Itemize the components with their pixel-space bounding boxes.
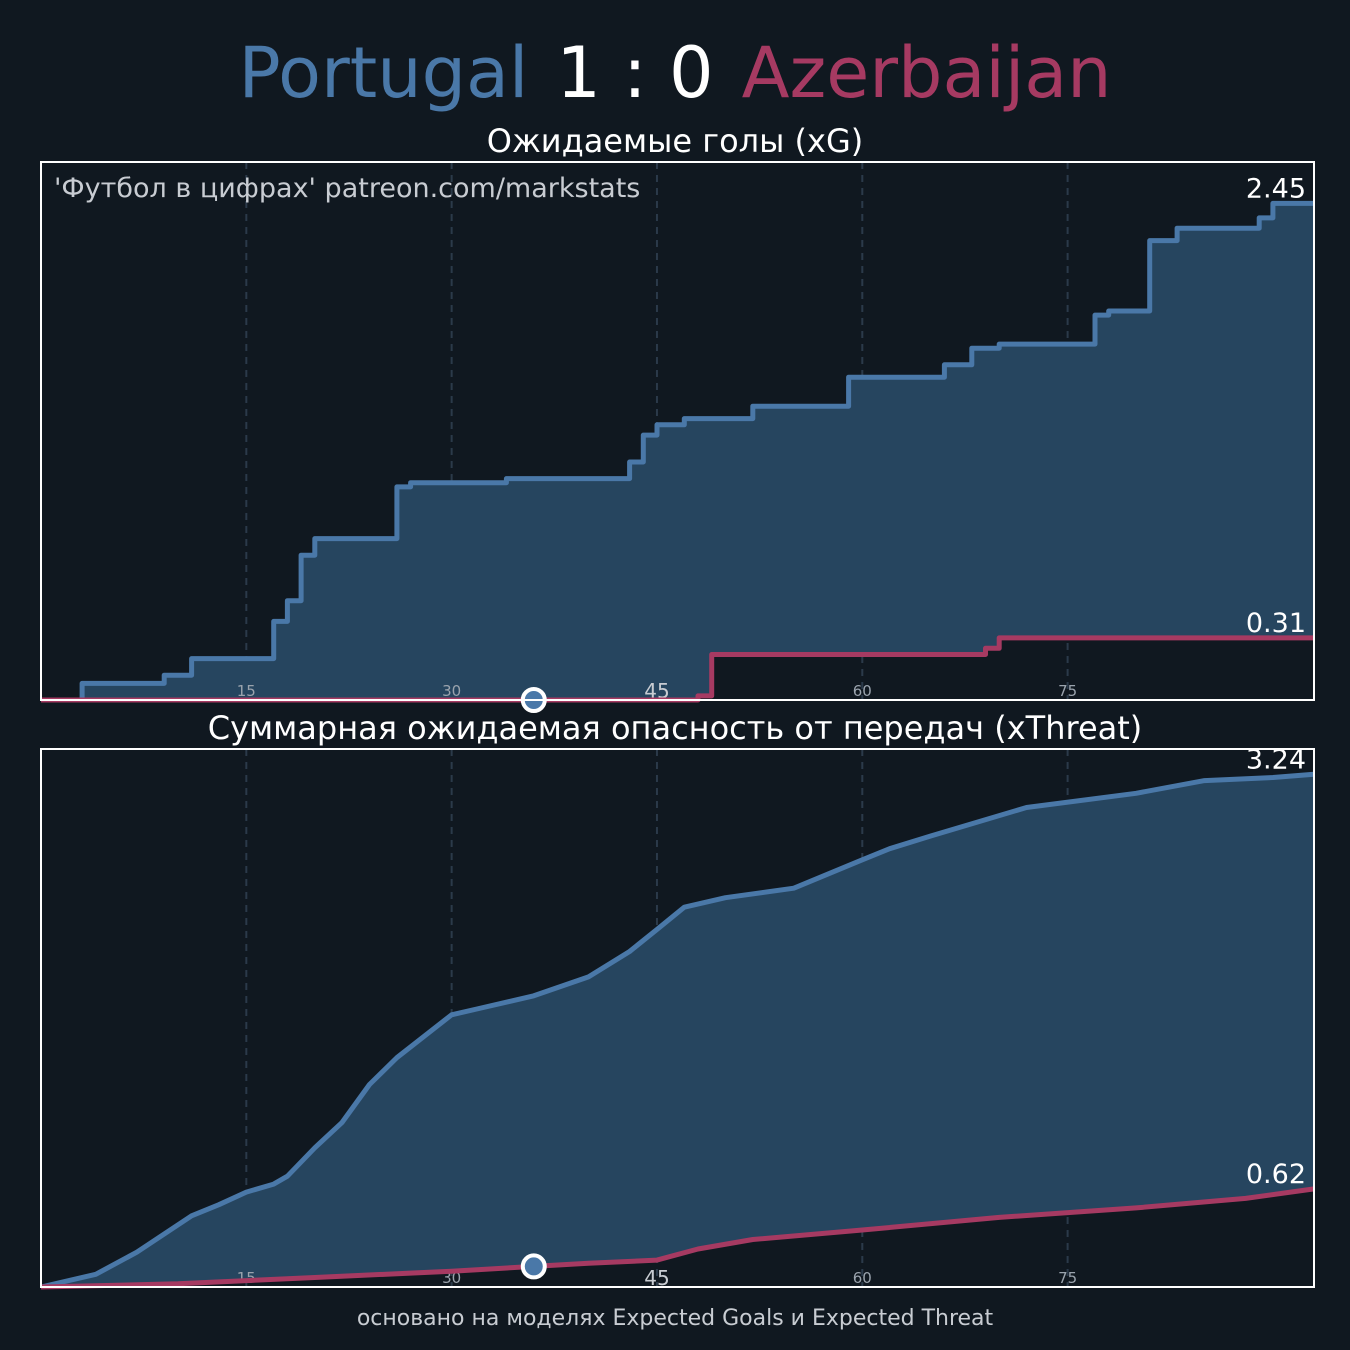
xthreat-away-line <box>40 1186 1315 1290</box>
xg-tick-label: 60 <box>853 682 872 700</box>
xg-tick-label: 15 <box>237 682 256 700</box>
xthreat-tick-label: 60 <box>853 1269 872 1287</box>
xthreat-frame <box>40 748 1315 1288</box>
xthreat-difference-area <box>41 774 1314 1287</box>
match-header: Portugal 1 : 0 Azerbaijan <box>0 28 1350 118</box>
xthreat-tick-label: 75 <box>1058 1269 1077 1287</box>
xg-difference-area <box>41 203 1314 700</box>
xg-tick-label: 30 <box>442 682 461 700</box>
xthreat-end-label: 0.62 <box>1246 1159 1306 1190</box>
xg-chart: 15 30 45 60 752.450.31 <box>40 161 1315 713</box>
xg-end-label: 0.31 <box>1246 608 1306 639</box>
xg-home-line <box>41 200 1314 703</box>
xg-tick-label: 75 <box>1058 682 1077 700</box>
xthreat-chart: 15 30 45 60 753.240.62 <box>40 744 1315 1290</box>
xg-end-label: 2.45 <box>1246 173 1306 204</box>
xthreat-goal-marker <box>520 1253 547 1280</box>
xthreat-chart-title: Суммарная ожидаемая опасность от передач… <box>208 709 1143 747</box>
watermark: 'Футбол в цифрах' patreon.com/markstats <box>54 173 640 204</box>
away-team-name: Azerbaijan <box>741 32 1112 114</box>
xg-chart-title: Ожидаемые голы (xG) <box>487 122 863 160</box>
footer-note: основано на моделях Expected Goals и Exp… <box>356 1306 994 1331</box>
home-team-name: Portugal <box>238 32 529 114</box>
xg-frame <box>40 161 1315 701</box>
xthreat-home-line <box>40 771 1315 1290</box>
match-score: 1 : 0 <box>556 32 714 114</box>
